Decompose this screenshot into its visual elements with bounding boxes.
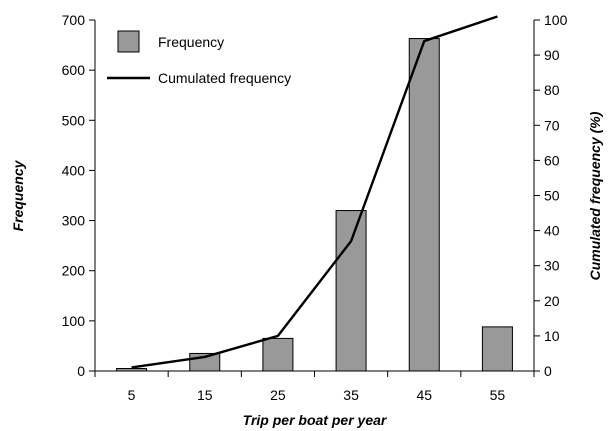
right-tick-label: 10 <box>544 328 560 344</box>
x-axis-title: Trip per boat per year <box>243 412 388 428</box>
y-axis-title: Frequency <box>10 159 26 231</box>
left-tick-label: 0 <box>77 363 85 379</box>
left-tick-label: 200 <box>62 263 86 279</box>
left-tick-label: 500 <box>62 112 86 128</box>
bar-55 <box>481 326 513 372</box>
y2-axis-title: Cumulated frequency (%) <box>587 111 603 280</box>
legend: Frequency Cumulated frequency <box>107 30 291 86</box>
legend-label-frequency: Frequency <box>158 34 224 50</box>
legend-label-cumulated-frequency: Cumulated frequency <box>158 70 291 86</box>
x-tick-label: 35 <box>343 387 359 403</box>
bar-45 <box>408 38 440 372</box>
right-tick-label: 30 <box>544 258 560 274</box>
bars-layer <box>116 38 513 372</box>
x-tick-label: 55 <box>490 387 506 403</box>
line-layer <box>131 15 498 369</box>
right-tick-label: 70 <box>544 117 560 133</box>
x-tick-label: 25 <box>270 387 286 403</box>
left-tick-label: 400 <box>62 162 86 178</box>
right-tick-label: 50 <box>544 188 560 204</box>
right-tick-label: 90 <box>544 47 560 63</box>
bar-35 <box>335 210 367 372</box>
right-tick-label: 40 <box>544 223 560 239</box>
right-tick-label: 80 <box>544 82 560 98</box>
x-tick-label: 45 <box>416 387 432 403</box>
ticks-layer: 0 100 200 300 400 500 600 700 0 10 20 30 40 50 60 70 80 9… <box>62 12 568 403</box>
left-tick-label: 700 <box>62 12 86 28</box>
right-tick-label: 20 <box>544 293 560 309</box>
right-tick-label: 100 <box>544 12 568 28</box>
left-tick-label: 300 <box>62 213 86 229</box>
x-tick-label: 15 <box>197 387 213 403</box>
left-tick-label: 600 <box>62 62 86 78</box>
legend-swatch-frequency <box>117 30 140 53</box>
bar-25 <box>262 337 294 372</box>
left-tick-label: 100 <box>62 313 86 329</box>
right-tick-label: 60 <box>544 152 560 168</box>
cumulated-frequency-line <box>131 15 498 369</box>
right-tick-label: 0 <box>544 363 552 379</box>
x-tick-label: 5 <box>128 387 136 403</box>
